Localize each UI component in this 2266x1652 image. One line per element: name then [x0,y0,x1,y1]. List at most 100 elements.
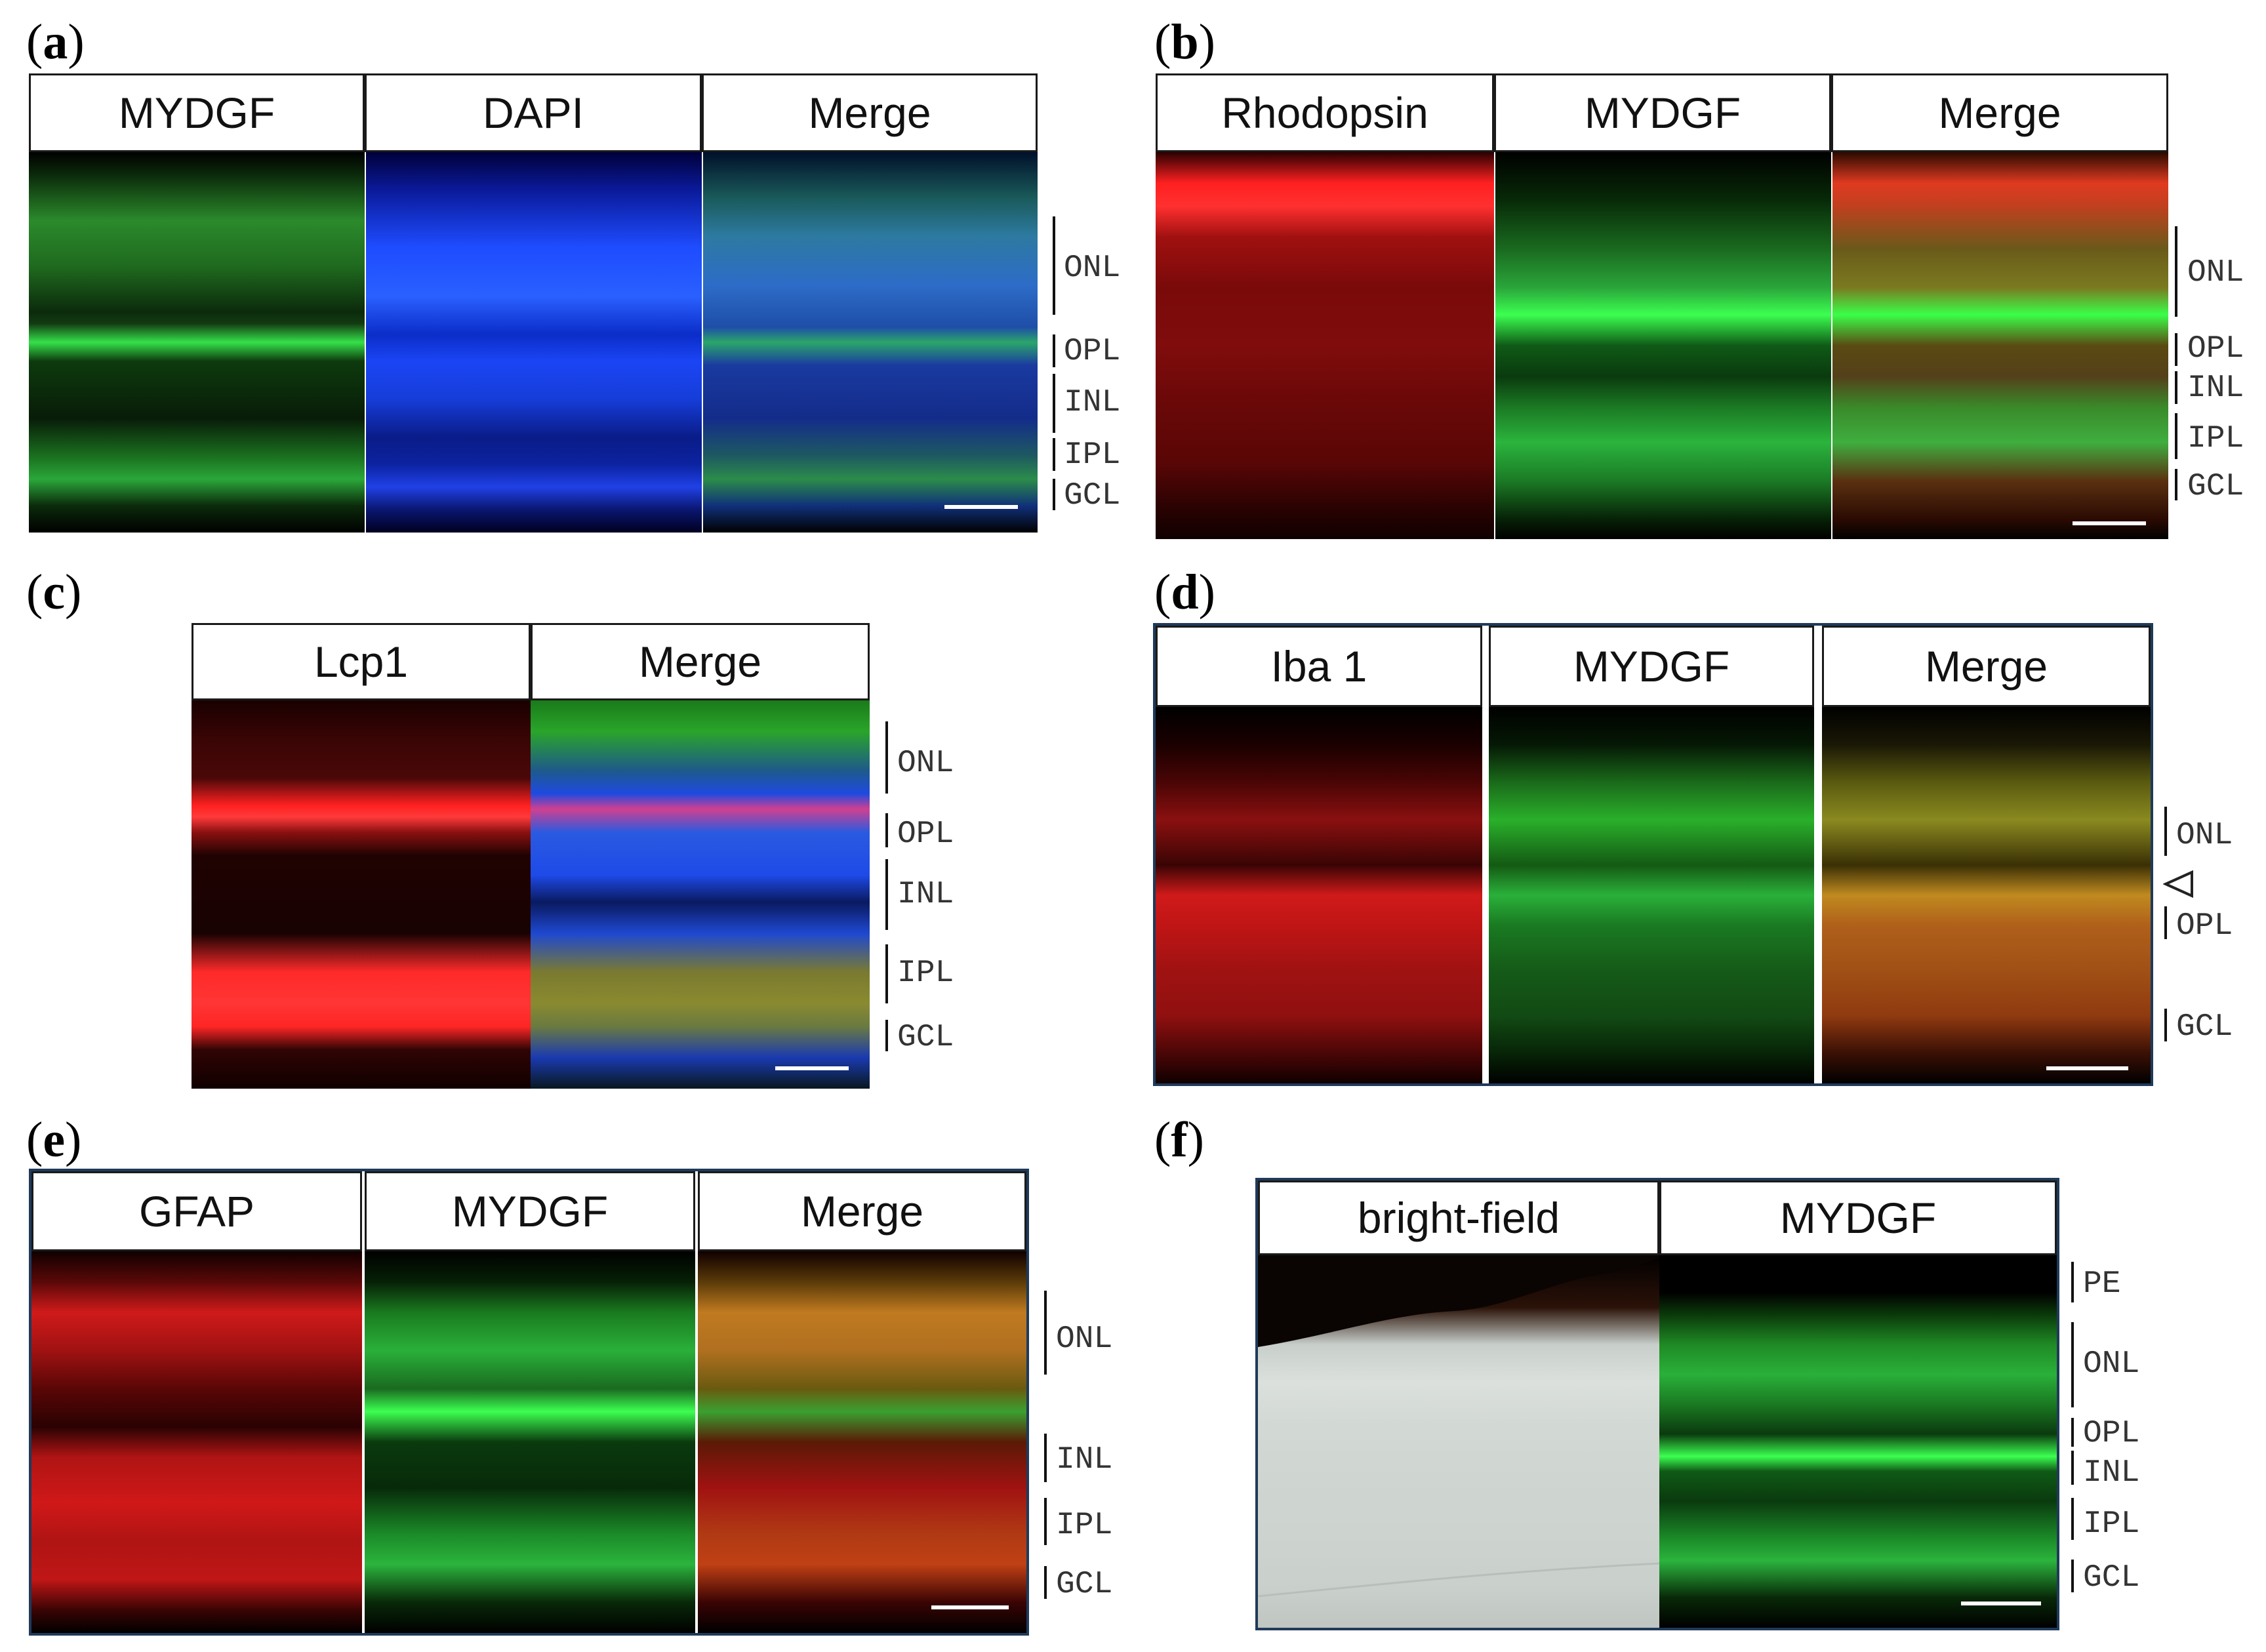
layer-label-ipl: IPL [897,956,954,991]
layer-label-gcl: GCL [1056,1567,1113,1602]
layer-label-onl: ONL [1056,1321,1113,1357]
layer-bar-gcl [1044,1566,1047,1599]
layer-label-opl: OPL [1064,334,1121,369]
layer-label-inl: INL [897,877,954,912]
header-mydgf: MYDGF [365,1171,695,1251]
header-rhodopsin: Rhodopsin [1156,73,1494,152]
mydgf-image-a [29,152,365,533]
panel-label-f: (f) [1154,1112,1204,1167]
mydgf-image-b [1495,152,1831,539]
arrowhead-icon [2163,870,2193,898]
layer-bar-opl [2164,906,2167,939]
header-mydgf: MYDGF [1489,626,1814,707]
layer-label-ipl: IPL [1064,437,1121,473]
layer-bar-opl [2071,1418,2074,1447]
layer-label-onl: ONL [1064,251,1121,286]
merge-image-a [703,152,1038,533]
panel-frame-d [1153,623,2153,1086]
layer-bar-ipl [2071,1498,2074,1540]
scale-bar [2046,1066,2128,1070]
layer-label-gcl: GCL [1064,478,1121,514]
header-iba1: Iba 1 [1156,626,1482,707]
bright-field-image [1258,1255,1659,1628]
scale-bar [944,505,1018,509]
layer-bar-gcl [1053,479,1055,510]
merge-image-e [698,1251,1026,1633]
layer-bar-onl [2071,1322,2074,1407]
layer-label-inl: INL [2083,1455,2140,1491]
layer-label-onl: ONL [897,746,954,781]
layer-label-ipl: IPL [2187,421,2244,456]
layer-label-onl: ONL [2083,1346,2140,1382]
layer-bar-onl [885,721,888,794]
lcp1-image [192,700,531,1089]
header-merge: Merge [698,1171,1026,1251]
layer-bar-pe [2071,1262,2074,1302]
layer-bar-inl [2071,1451,2074,1485]
layer-bar-ipl [2175,413,2177,459]
layer-label-ipl: IPL [1056,1508,1113,1543]
layer-label-gcl: GCL [2176,1009,2233,1045]
layer-bar-opl [2175,333,2177,366]
layer-label-opl: OPL [2176,908,2233,944]
panel-label-c: (c) [26,565,82,620]
layer-bar-gcl [2164,1009,2167,1041]
bright-field-texture [1258,1255,1659,1598]
iba1-image [1156,707,1482,1083]
panel-label-d: (d) [1154,565,1215,620]
merge-image-b [1832,152,2168,539]
layer-label-inl: INL [1064,385,1121,420]
layer-bar-onl [2164,807,2167,856]
layer-label-gcl: GCL [897,1020,954,1055]
layer-bar-gcl [885,1020,888,1051]
layer-bar-inl [1053,374,1055,433]
header-mydgf: MYDGF [29,73,365,152]
panel-frame-f [1255,1178,2059,1630]
layer-bar-onl [1053,216,1055,315]
layer-label-opl: OPL [2083,1416,2140,1451]
layer-bar-opl [1053,334,1055,367]
mydgf-image-e [365,1251,695,1633]
layer-bar-ipl [1053,438,1055,471]
header-mydgf: MYDGF [1659,1180,2057,1255]
header-bright-field: bright-field [1258,1180,1659,1255]
layer-label-inl: INL [2187,371,2244,406]
dapi-image-a [366,152,702,533]
layer-label-inl: INL [1056,1442,1113,1478]
header-lcp1: Lcp1 [192,623,531,700]
scale-bar [775,1066,849,1070]
header-mydgf: MYDGF [1494,73,1831,152]
layer-bar-inl [885,859,888,930]
rhodopsin-image [1156,152,1494,539]
panel-label-a: (a) [26,14,85,70]
header-merge: Merge [1831,73,2168,152]
scale-bar [931,1605,1009,1609]
scale-bar [1961,1602,2041,1605]
layer-bar-gcl [2175,469,2177,500]
layer-bar-onl [2175,226,2177,317]
layer-bar-opl [885,813,888,847]
layer-label-pe: PE [2083,1266,2121,1302]
mydgf-image-f [1659,1255,2057,1628]
mydgf-image-d [1489,707,1814,1083]
header-merge: Merge [702,73,1038,152]
header-dapi: DAPI [365,73,702,152]
merge-image-d [1822,707,2151,1083]
layer-label-opl: OPL [2187,331,2244,367]
layer-label-gcl: GCL [2083,1560,2140,1596]
layer-bar-inl [1044,1434,1047,1482]
layer-label-gcl: GCL [2187,469,2244,504]
layer-bar-ipl [1044,1498,1047,1545]
layer-label-opl: OPL [897,816,954,852]
layer-bar-ipl [885,944,888,1003]
layer-label-onl: ONL [2176,818,2233,853]
layer-label-ipl: IPL [2083,1506,2140,1542]
layer-bar-gcl [2071,1560,2074,1592]
header-merge: Merge [1822,626,2151,707]
layer-bar-inl [2175,371,2177,404]
panel-label-e: (e) [26,1112,82,1167]
layer-label-onl: ONL [2187,255,2244,291]
header-gfap: GFAP [31,1171,362,1251]
gfap-image [31,1251,362,1633]
scale-bar [2073,521,2146,525]
